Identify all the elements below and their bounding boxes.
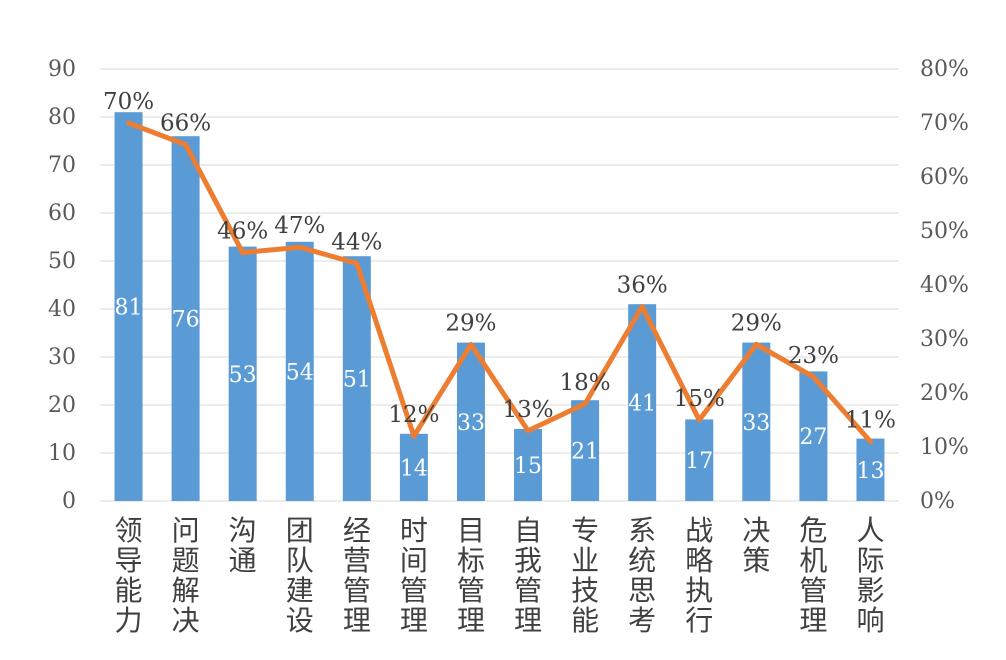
gridlines bbox=[100, 68, 899, 502]
category-label: 领导能力 bbox=[115, 514, 143, 637]
bar-value-label: 33 bbox=[457, 411, 485, 436]
bar bbox=[171, 136, 200, 501]
line-point bbox=[640, 304, 645, 309]
left-axis-ticks: 0 10 20 30 40 50 60 70 80 90 bbox=[48, 57, 76, 514]
bar-value-label: 51 bbox=[343, 368, 371, 393]
line-point bbox=[526, 428, 531, 433]
line-value-label: 18% bbox=[560, 370, 611, 396]
bar-value-label: 15 bbox=[514, 454, 542, 479]
line-value-label: 47% bbox=[274, 213, 325, 239]
category-label: 危机管理 bbox=[799, 514, 827, 637]
bar-value-label: 76 bbox=[172, 308, 200, 333]
line-value-label: 46% bbox=[217, 219, 268, 245]
line-value-label: 66% bbox=[160, 111, 211, 137]
category-label: 人际影响 bbox=[856, 514, 884, 637]
bar-value-label: 53 bbox=[229, 363, 257, 388]
category-label: 时间管理 bbox=[400, 514, 428, 637]
line-point bbox=[240, 250, 245, 255]
bar-value-labels: 81 76 53 54 51 14 33 15 21 41 17 33 27 13 bbox=[115, 296, 885, 484]
line-value-label: 70% bbox=[103, 89, 154, 115]
left-tick-label: 50 bbox=[48, 249, 76, 274]
right-tick-label: 60% bbox=[920, 165, 969, 190]
line-path bbox=[126, 120, 873, 445]
line-series bbox=[126, 120, 873, 445]
bar-value-label: 54 bbox=[286, 360, 314, 385]
category-label: 团队建设 bbox=[286, 514, 314, 637]
right-tick-label: 40% bbox=[920, 273, 969, 298]
line-value-label: 36% bbox=[617, 273, 668, 299]
right-axis-ticks: 0% 10% 20% 30% 40% 50% 60% 70% 80% bbox=[920, 57, 969, 514]
left-tick-label: 30 bbox=[48, 345, 76, 370]
bar bbox=[114, 112, 143, 501]
left-tick-label: 60 bbox=[48, 201, 76, 226]
category-label: 问题解决 bbox=[172, 514, 200, 637]
line-point bbox=[126, 121, 131, 125]
category-labels: 领导能力 问题解决 沟通 团队建设 经营管理 时间管理 目标管理 自我管理 专业技能 系统思考 战略… bbox=[115, 514, 885, 637]
right-tick-label: 20% bbox=[920, 381, 969, 406]
category-label: 战略执行 bbox=[685, 514, 713, 637]
line-value-label: 44% bbox=[331, 229, 382, 255]
bar-value-label: 33 bbox=[742, 411, 770, 436]
category-label: 系统思考 bbox=[628, 514, 656, 637]
right-tick-label: 70% bbox=[920, 111, 969, 136]
bar bbox=[285, 241, 314, 502]
left-tick-label: 20 bbox=[48, 393, 76, 418]
line-point bbox=[697, 418, 702, 422]
left-tick-label: 70 bbox=[48, 153, 76, 178]
left-tick-label: 80 bbox=[48, 105, 76, 130]
bar-value-label: 81 bbox=[115, 296, 143, 321]
line-value-label: 23% bbox=[788, 343, 839, 369]
bar bbox=[399, 433, 428, 501]
line-point bbox=[297, 245, 302, 250]
bar bbox=[456, 342, 485, 501]
left-tick-label: 40 bbox=[48, 297, 76, 322]
bar bbox=[799, 371, 828, 501]
bar bbox=[628, 304, 657, 501]
right-tick-label: 50% bbox=[920, 219, 969, 244]
bar bbox=[685, 419, 714, 501]
bar bbox=[742, 342, 771, 501]
line-point bbox=[354, 261, 359, 266]
bar bbox=[856, 438, 885, 501]
line-point bbox=[811, 374, 816, 379]
line-point bbox=[183, 142, 188, 147]
bar-value-label: 41 bbox=[628, 392, 656, 417]
bar-value-label: 17 bbox=[685, 449, 713, 474]
line-value-label: 29% bbox=[731, 310, 782, 336]
bar-value-label: 21 bbox=[571, 440, 599, 465]
line-point bbox=[754, 342, 759, 347]
line-point bbox=[868, 439, 873, 444]
line-value-label: 13% bbox=[502, 397, 553, 423]
right-tick-label: 0% bbox=[920, 489, 955, 514]
right-tick-label: 30% bbox=[920, 327, 969, 352]
category-label: 目标管理 bbox=[457, 514, 485, 637]
line-point bbox=[411, 434, 416, 439]
line-value-label: 29% bbox=[445, 310, 496, 336]
category-label: 沟通 bbox=[229, 514, 257, 577]
category-label: 决策 bbox=[742, 514, 770, 577]
left-tick-label: 90 bbox=[48, 57, 76, 82]
right-tick-label: 10% bbox=[920, 435, 969, 460]
bar-value-label: 13 bbox=[856, 459, 884, 484]
line-value-label: 12% bbox=[388, 402, 439, 428]
line-value-labels: 70%66%46% 47%44%12%29%13%18%36%15%29%23%1… bbox=[103, 89, 896, 434]
bar-value-label: 14 bbox=[400, 456, 428, 481]
category-label: 专业技能 bbox=[571, 514, 599, 637]
category-label: 自我管理 bbox=[514, 514, 542, 637]
left-tick-label: 10 bbox=[48, 441, 76, 466]
line-value-label: 15% bbox=[674, 386, 725, 412]
right-tick-label: 80% bbox=[920, 57, 969, 82]
line-point bbox=[468, 342, 473, 347]
bar-series bbox=[114, 112, 885, 502]
left-tick-label: 0 bbox=[62, 489, 76, 514]
category-label: 经营管理 bbox=[343, 514, 371, 637]
bar bbox=[514, 429, 543, 501]
bar-value-label: 27 bbox=[799, 425, 827, 450]
line-value-label: 11% bbox=[845, 408, 896, 434]
bar bbox=[228, 246, 257, 501]
line-point bbox=[583, 401, 588, 406]
bar bbox=[571, 400, 600, 501]
